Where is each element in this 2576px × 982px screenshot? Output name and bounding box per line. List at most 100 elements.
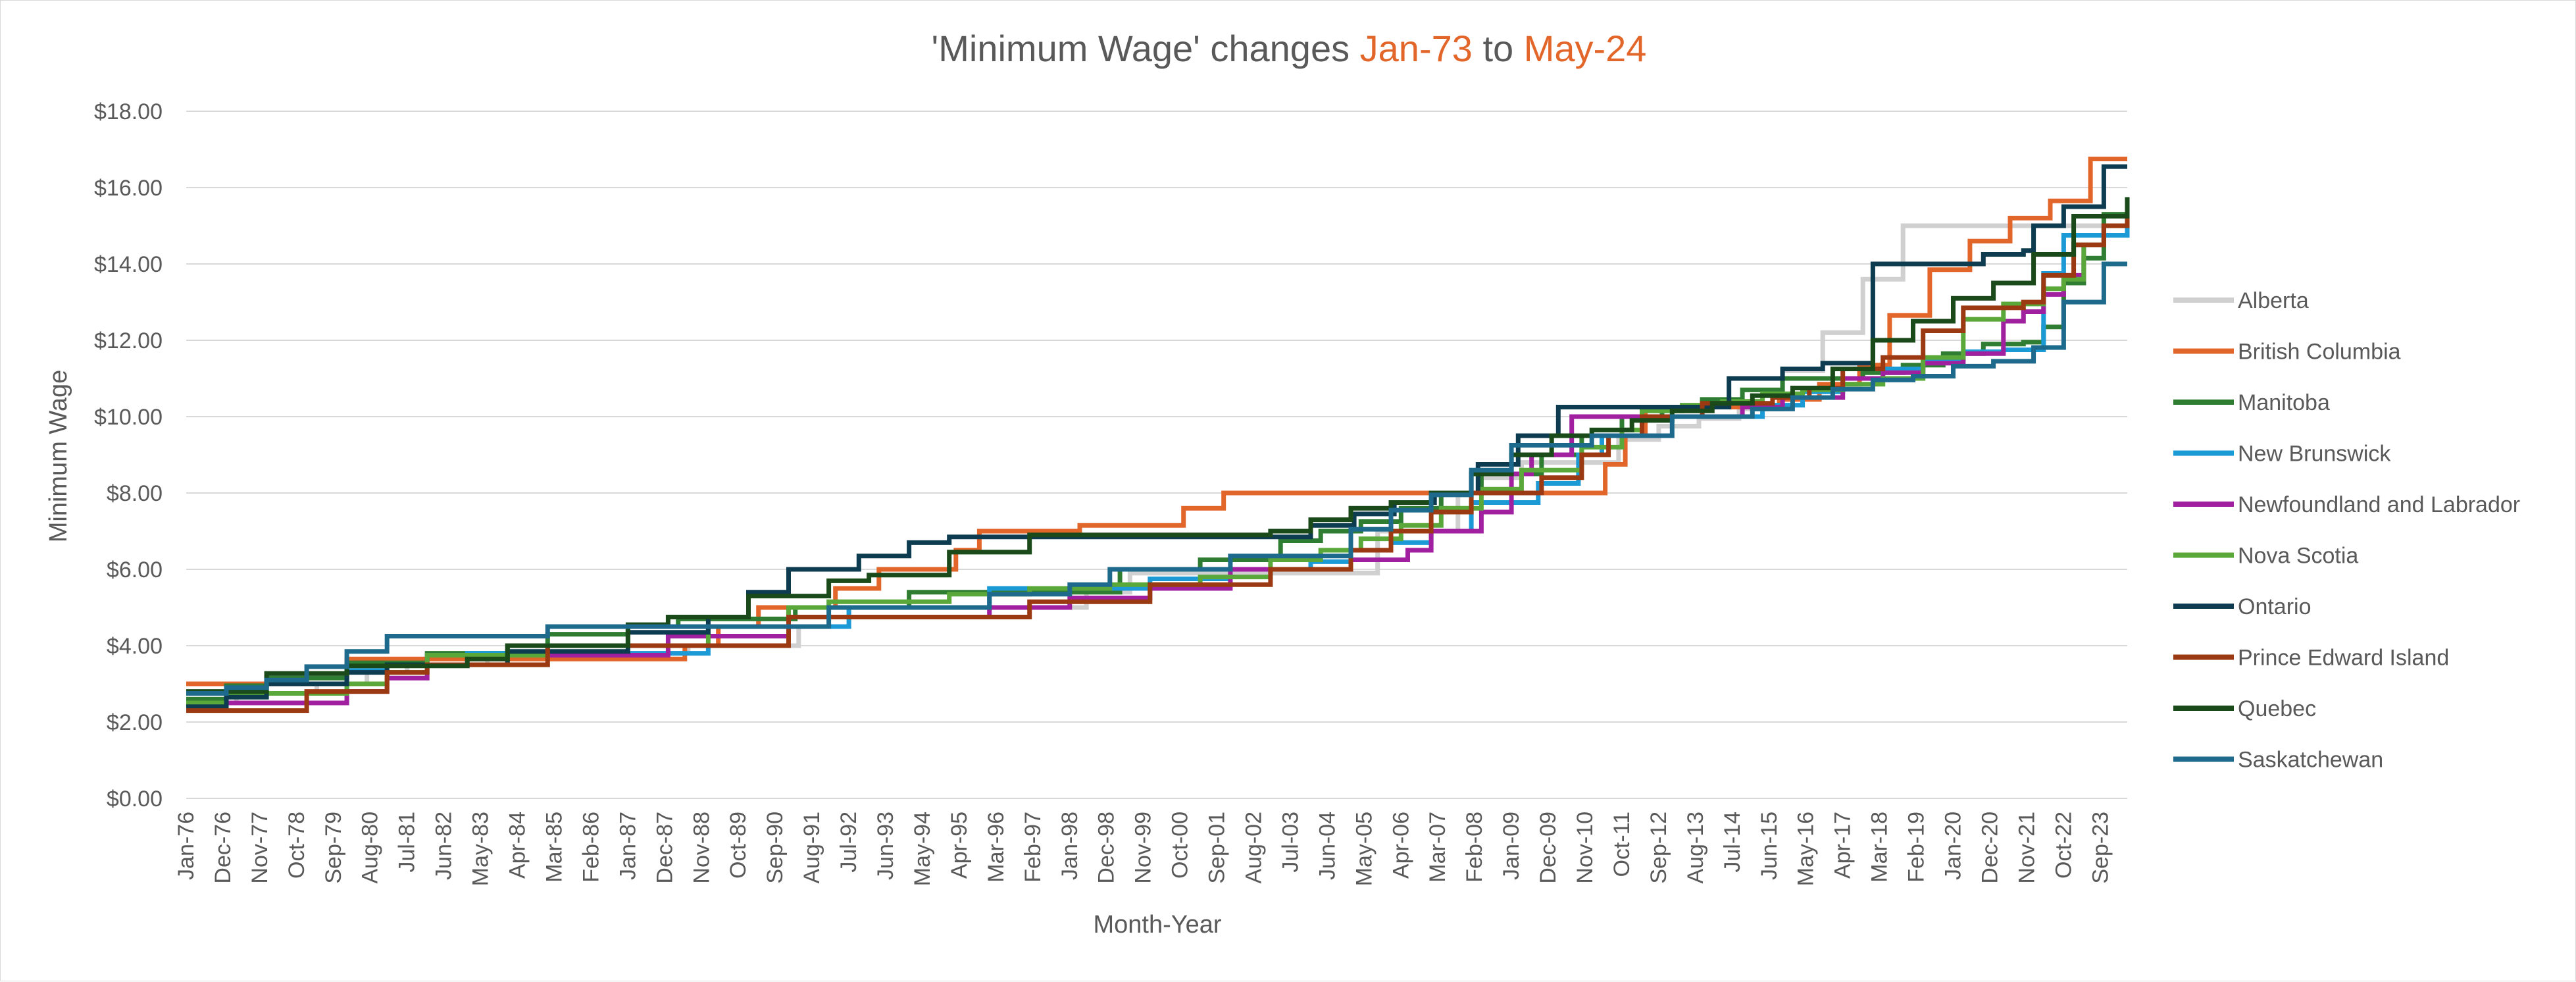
x-tick-label: Mar-18 <box>1867 812 1892 883</box>
x-tick-label: Feb-19 <box>1904 812 1929 883</box>
x-tick-label: Mar-85 <box>542 812 567 883</box>
x-tick-label: Jan-98 <box>1057 812 1082 880</box>
x-axis-label: Month-Year <box>1093 911 1221 939</box>
x-tick-label: Apr-17 <box>1831 812 1856 879</box>
y-tick-label: $0.00 <box>107 787 163 812</box>
series-line-ontario <box>186 164 2127 710</box>
x-tick-label: Feb-08 <box>1462 812 1487 883</box>
x-tick-label: Jan-76 <box>174 812 199 880</box>
legend-item: Quebec <box>2173 696 2316 721</box>
y-tick-label: $14.00 <box>94 252 163 277</box>
x-tick-label: May-05 <box>1351 812 1376 886</box>
legend-item: Alberta <box>2173 288 2309 313</box>
x-tick-label: Sep-90 <box>763 812 788 884</box>
x-tick-label: Jun-15 <box>1757 812 1782 880</box>
y-axis-ticks: $0.00 $2.00 $4.00 $6.00 $8.00 $10.00 $12.00 $14… <box>94 99 163 812</box>
series-line-newfoundland-and-labrador <box>186 203 2130 706</box>
legend-label: New Brunswick <box>2238 442 2391 467</box>
series-lines <box>186 157 2130 713</box>
x-tick-label: May-16 <box>1794 812 1819 886</box>
legend-label: Prince Edward Island <box>2238 646 2449 671</box>
series-line-saskatchewan <box>186 261 2127 696</box>
legend-label: Quebec <box>2238 696 2316 721</box>
x-tick-label: Sep-12 <box>1646 812 1671 884</box>
legend-item: British Columbia <box>2173 340 2401 365</box>
x-tick-label: Mar-96 <box>984 812 1009 883</box>
y-tick-label: $18.00 <box>94 99 163 124</box>
x-tick-label: Jun-93 <box>873 812 898 880</box>
x-tick-label: Oct-22 <box>2051 812 2076 879</box>
legend-item: New Brunswick <box>2173 442 2391 467</box>
x-tick-label: Feb-97 <box>1021 812 1046 883</box>
y-tick-label: $6.00 <box>107 557 163 582</box>
x-tick-label: May-94 <box>910 812 935 886</box>
x-tick-label: Sep-01 <box>1205 812 1230 884</box>
series-line-alberta <box>186 223 2127 706</box>
series-line-nova-scotia <box>186 218 2130 706</box>
x-tick-label: Jul-14 <box>1720 812 1745 873</box>
y-tick-label: $8.00 <box>107 481 163 506</box>
x-tick-label: Apr-95 <box>947 812 972 879</box>
legend-label: Nova Scotia <box>2238 544 2358 569</box>
chart-title-part: May-24 <box>1524 28 1647 69</box>
x-tick-label: Nov-77 <box>247 812 272 884</box>
y-tick-label: $4.00 <box>107 634 163 659</box>
y-tick-label: $12.00 <box>94 328 163 353</box>
legend-label: Ontario <box>2238 594 2311 619</box>
series-line-new-brunswick <box>186 214 2130 706</box>
y-tick-label: $16.00 <box>94 176 163 201</box>
legend-item: Prince Edward Island <box>2173 646 2449 671</box>
legend-item: Nova Scotia <box>2173 544 2358 569</box>
x-tick-label: Apr-84 <box>505 812 530 879</box>
x-tick-label: Nov-99 <box>1131 812 1156 884</box>
chart-title-part: Jan-73 <box>1360 28 1473 69</box>
x-tick-label: Sep-79 <box>321 812 346 884</box>
x-tick-label: Oct-89 <box>726 812 751 879</box>
x-tick-label: Jan-09 <box>1499 812 1524 880</box>
x-tick-label: Dec-87 <box>652 812 677 884</box>
x-tick-label: Nov-21 <box>2014 812 2039 884</box>
y-axis-label: Minimum Wage <box>45 370 72 543</box>
x-tick-label: Apr-06 <box>1388 812 1413 879</box>
x-tick-label: Jun-04 <box>1315 812 1340 880</box>
series-line-manitoba <box>186 212 2127 702</box>
x-tick-label: Jun-82 <box>432 812 457 880</box>
legend-label: Saskatchewan <box>2238 748 2383 773</box>
x-tick-label: Dec-09 <box>1536 812 1561 884</box>
chart-title: 'Minimum Wage' changes Jan-73 to May-24 <box>932 28 1647 69</box>
legend-item: Saskatchewan <box>2173 748 2383 773</box>
legend-label: Newfoundland and Labrador <box>2238 492 2520 517</box>
series-line-quebec <box>186 197 2130 694</box>
legend-label: Manitoba <box>2238 390 2330 415</box>
x-tick-label: Aug-13 <box>1683 812 1708 884</box>
x-axis-ticks: Jan-76 Dec-76 Nov-77 Oct-78 Sep-79 Aug-80 Jul-… <box>174 812 2113 886</box>
x-tick-label: Dec-98 <box>1094 812 1119 884</box>
x-tick-label: Oct-78 <box>284 812 309 879</box>
x-tick-label: Jan-20 <box>1941 812 1966 880</box>
x-tick-label: Aug-02 <box>1242 812 1267 884</box>
y-tick-label: $2.00 <box>107 710 163 735</box>
legend-label: British Columbia <box>2238 340 2401 365</box>
legend-label: Alberta <box>2238 288 2309 313</box>
x-tick-label: Sep-23 <box>2088 812 2113 884</box>
x-tick-label: Jul-81 <box>395 812 420 873</box>
y-tick-label: $10.00 <box>94 405 163 430</box>
x-tick-label: Feb-86 <box>578 812 603 883</box>
x-tick-label: Oct-00 <box>1168 812 1193 879</box>
series-line-prince-edward-island <box>186 210 2130 713</box>
gridlines <box>186 111 2127 799</box>
x-tick-label: Mar-07 <box>1425 812 1450 883</box>
legend-item: Manitoba <box>2173 390 2330 415</box>
x-tick-label: Jan-87 <box>615 812 640 880</box>
x-tick-label: Nov-10 <box>1573 812 1598 884</box>
x-tick-label: Jul-92 <box>836 812 861 873</box>
x-tick-label: Jul-03 <box>1278 812 1303 873</box>
x-tick-label: Nov-88 <box>689 812 714 884</box>
chart-title-part: 'Minimum Wage' changes <box>932 28 1360 69</box>
legend-item: Newfoundland and Labrador <box>2173 492 2520 517</box>
x-tick-label: May-83 <box>468 812 493 886</box>
x-tick-label: Aug-91 <box>799 812 824 884</box>
legend: Alberta British Columbia Manitoba New Bruns… <box>2173 288 2520 773</box>
